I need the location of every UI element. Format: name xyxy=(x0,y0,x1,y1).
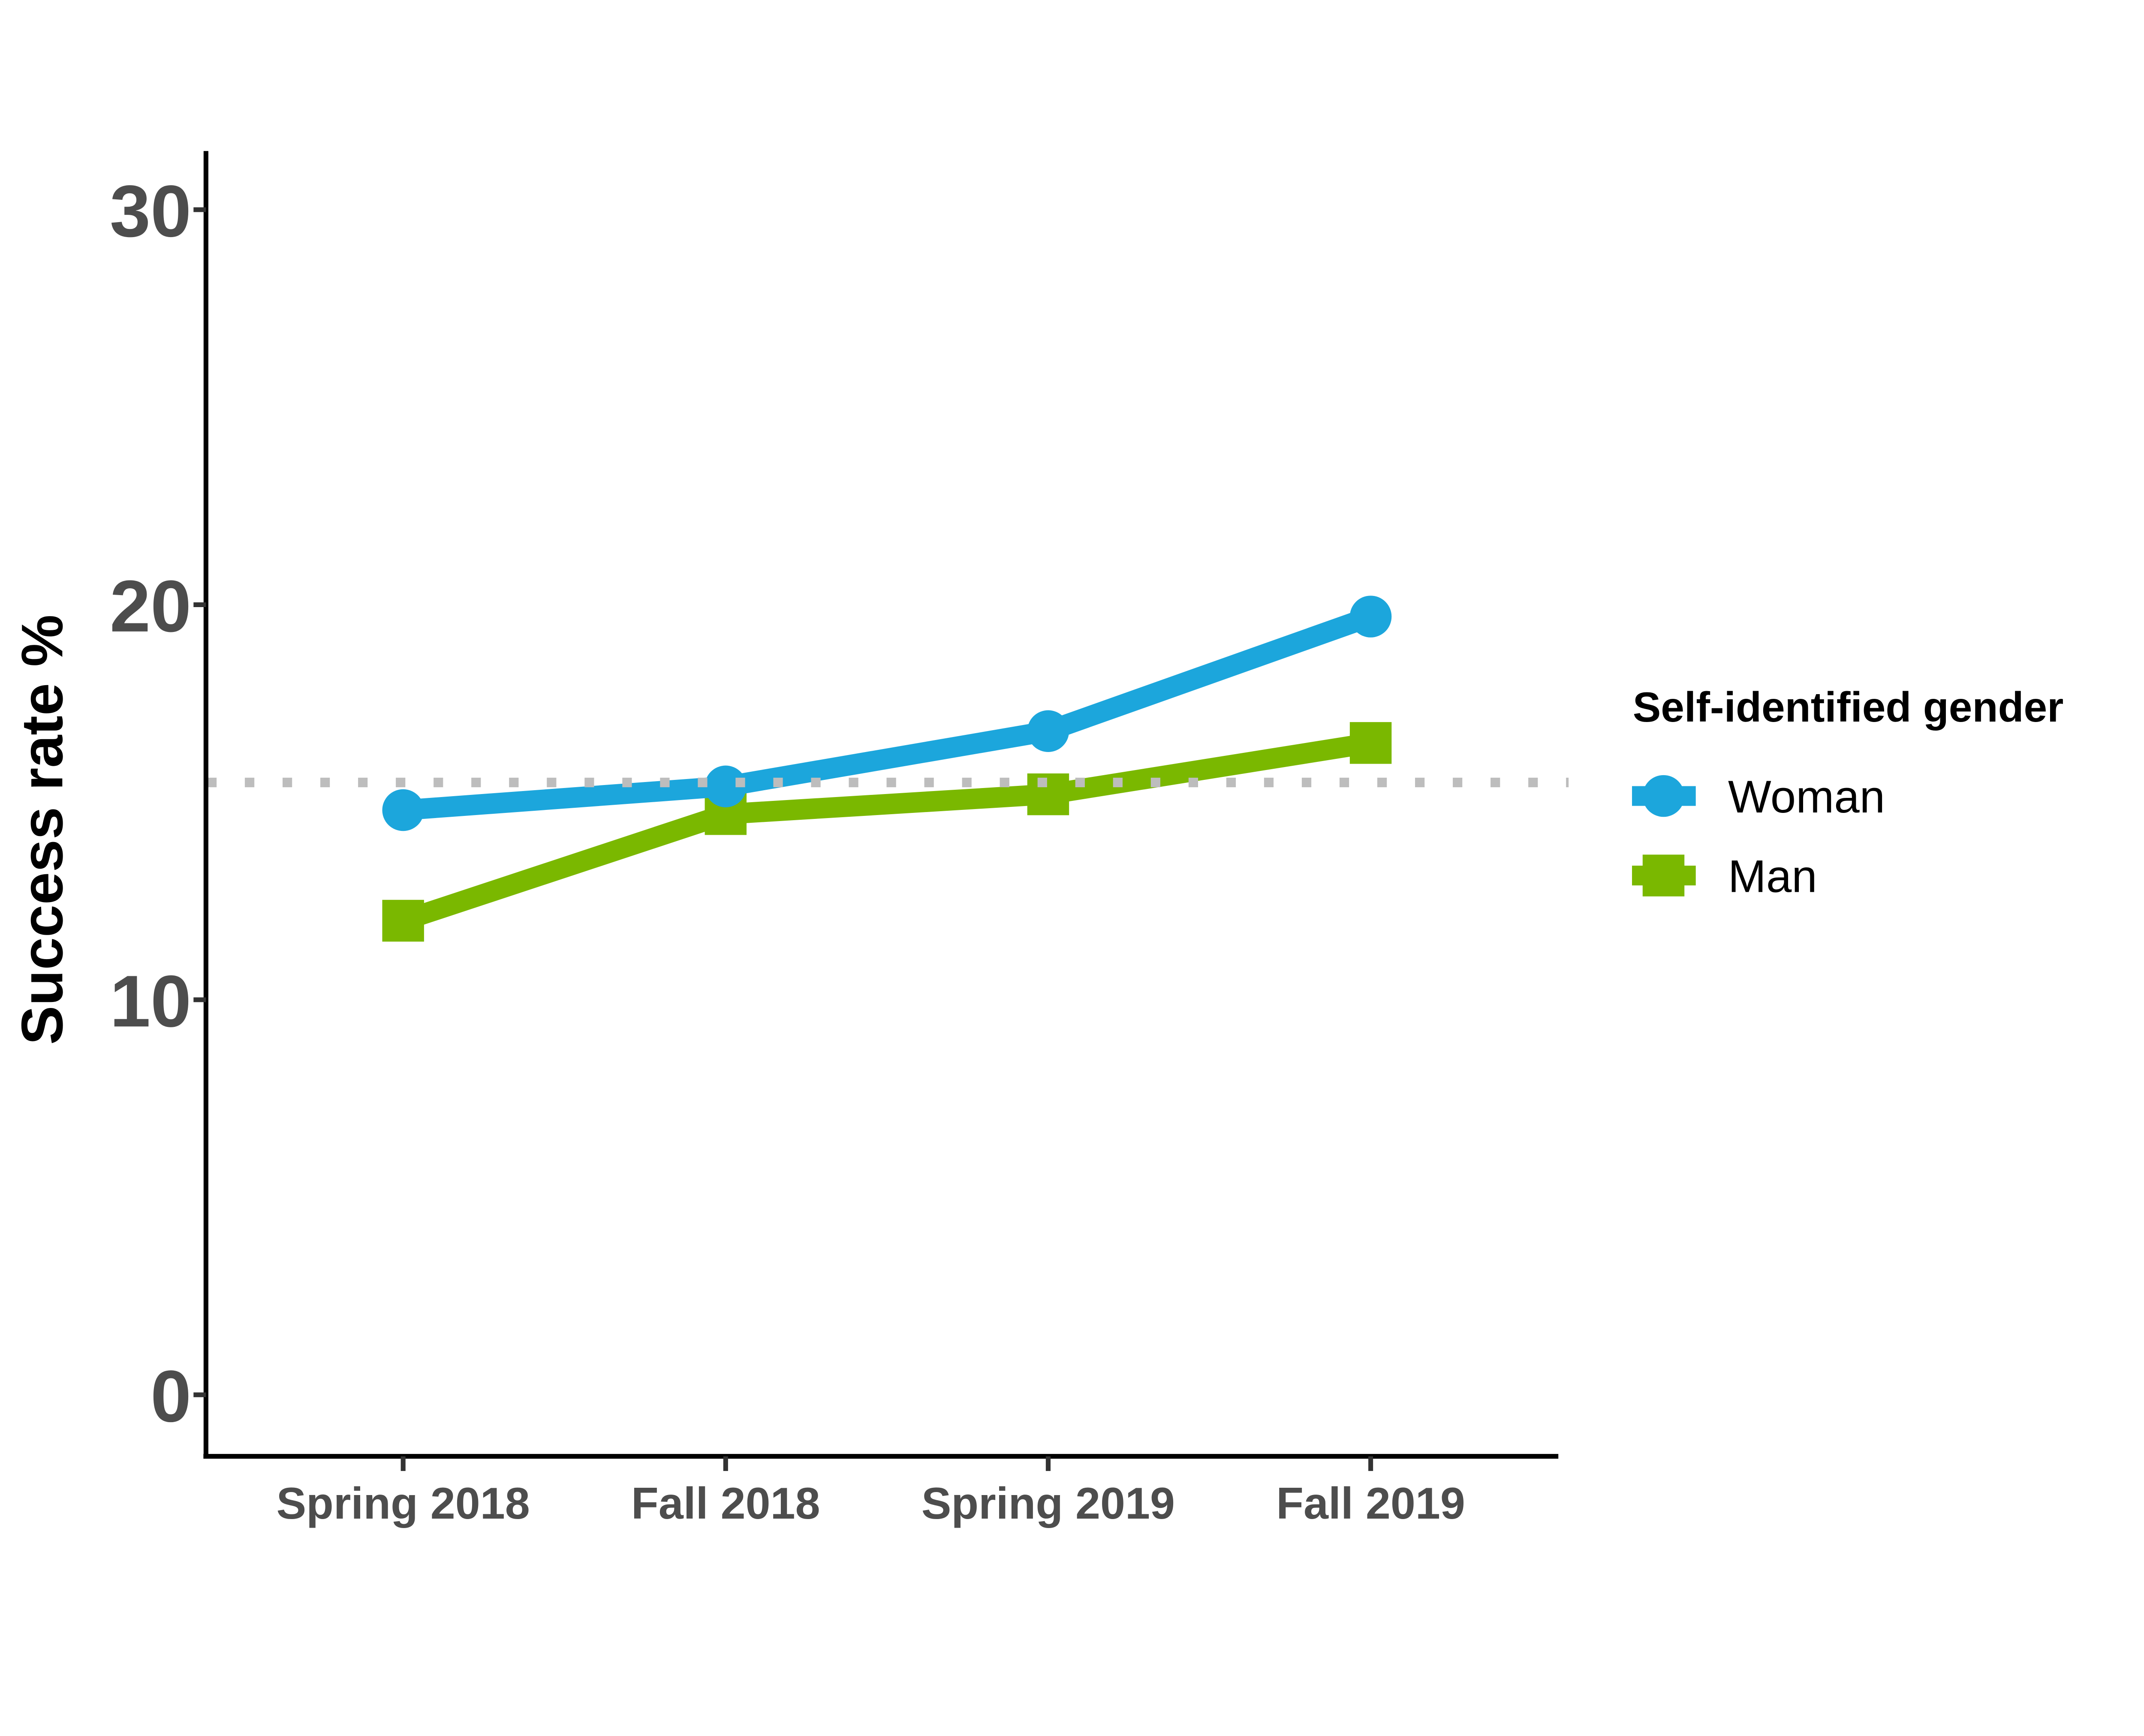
legend-key-square-icon xyxy=(1642,854,1685,897)
x-tick-label-2: Spring 2019 xyxy=(921,1479,1175,1528)
y-tick-label-20: 20 xyxy=(110,566,191,647)
legend-item-woman: Woman xyxy=(1632,771,1885,822)
y-tick-label-10: 10 xyxy=(110,960,191,1042)
legend-label-woman: Woman xyxy=(1728,771,1885,822)
man-line xyxy=(400,733,1373,931)
man-marker-3 xyxy=(1349,722,1392,764)
legend-key-circle-icon xyxy=(1642,775,1685,817)
x-tick-label-3: Fall 2019 xyxy=(1276,1479,1465,1528)
woman-line xyxy=(402,607,1374,821)
y-tick-label-0: 0 xyxy=(151,1356,191,1438)
legend: Self-identified gender Woman Man xyxy=(1632,683,2063,902)
legend-label-man: Man xyxy=(1728,850,1817,902)
legend-item-man: Man xyxy=(1632,850,1817,902)
woman-marker-0 xyxy=(382,789,424,831)
man-marker-0 xyxy=(382,900,424,942)
legend-title: Self-identified gender xyxy=(1633,683,2064,731)
x-tick-label-0: Spring 2018 xyxy=(277,1479,530,1528)
x-tick-label-1: Fall 2018 xyxy=(631,1479,820,1528)
man-marker-2 xyxy=(1027,773,1069,815)
woman-marker-1 xyxy=(705,765,747,807)
y-axis-title: Success rate % xyxy=(9,614,75,1044)
plot-area: 0 10 20 30 Spring 2018 Fall 2018 Spring 2019 Fa… xyxy=(110,151,1569,1528)
woman-marker-2 xyxy=(1027,710,1069,752)
y-tick-label-30: 30 xyxy=(110,170,191,252)
woman-marker-3 xyxy=(1349,596,1392,638)
